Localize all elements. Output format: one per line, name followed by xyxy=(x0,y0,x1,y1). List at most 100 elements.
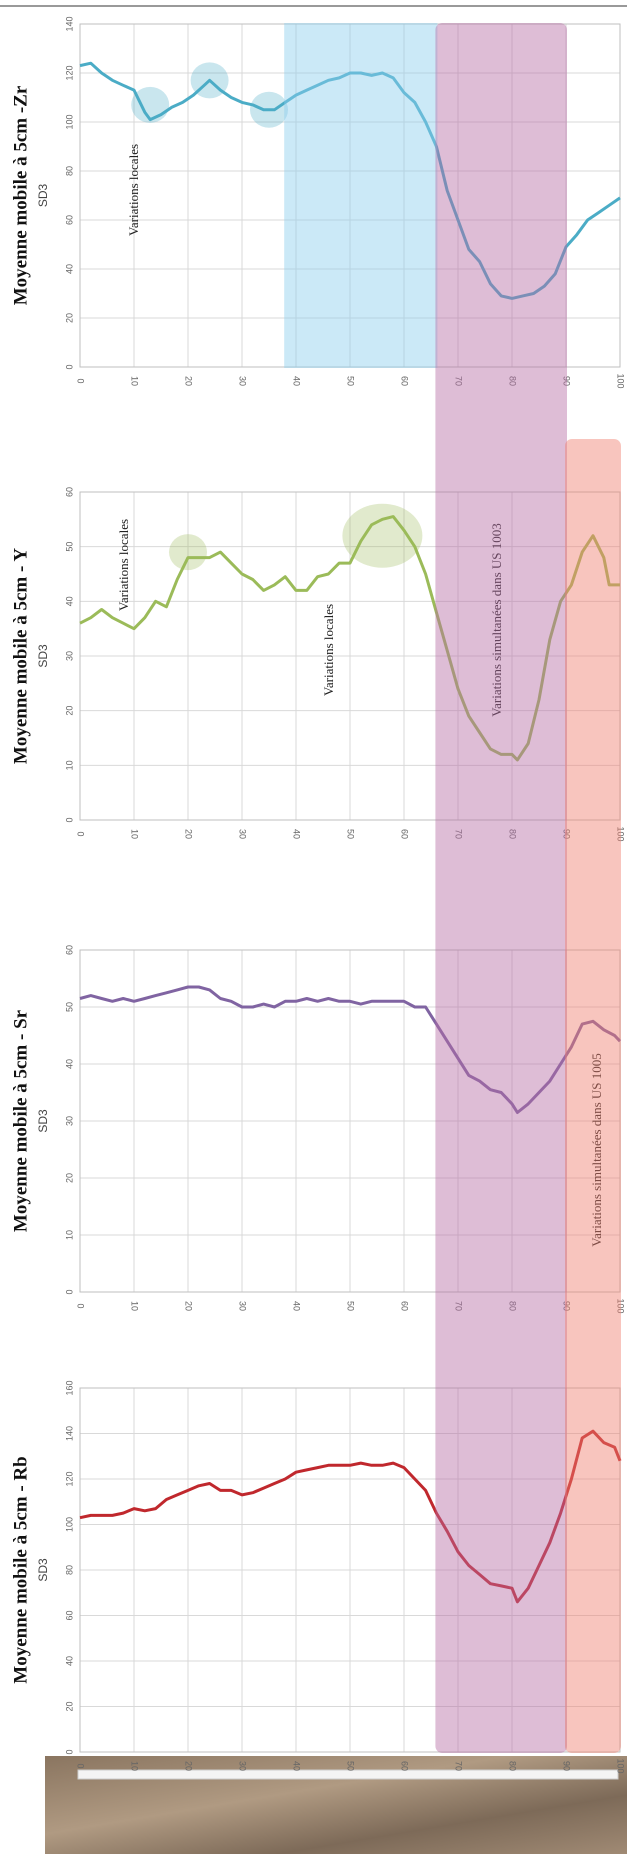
x-tick-label: 60 xyxy=(400,1761,410,1771)
y-tick-label: 30 xyxy=(64,1116,74,1126)
x-tick-label: 40 xyxy=(292,1301,302,1311)
y-tick-label: 40 xyxy=(64,596,74,606)
y-tick-label: 0 xyxy=(64,364,74,369)
y-tick-label: 20 xyxy=(64,706,74,716)
y-tick-label: 60 xyxy=(64,215,74,225)
x-tick-label: 80 xyxy=(508,376,518,386)
photo-strip xyxy=(45,1756,627,1854)
x-tick-label: 50 xyxy=(346,1761,356,1771)
x-tick-label: 20 xyxy=(184,1761,194,1771)
plot-frame xyxy=(79,491,621,821)
x-tick-label: 70 xyxy=(454,829,464,839)
annotation: Variations simultanées dans US 1005 xyxy=(589,1053,604,1247)
x-tick-label: 50 xyxy=(346,376,356,386)
y-tick-label: 0 xyxy=(64,817,74,822)
x-tick-label: 20 xyxy=(184,829,194,839)
plot-frame xyxy=(79,949,621,1293)
chart-subtitle: SD3 xyxy=(36,1558,50,1582)
x-tick-label: 90 xyxy=(562,1761,572,1771)
x-tick-label: 40 xyxy=(292,376,302,386)
x-tick-label: 60 xyxy=(400,1301,410,1311)
x-tick-label: 90 xyxy=(562,1301,572,1311)
x-tick-label: 90 xyxy=(562,376,572,386)
y-tick-label: 140 xyxy=(64,16,74,31)
highlight-bubble xyxy=(169,534,207,571)
y-tick-label: 0 xyxy=(64,1289,74,1294)
highlight-zone xyxy=(435,23,567,1753)
x-tick-label: 30 xyxy=(238,376,248,386)
y-tick-label: 50 xyxy=(64,542,74,552)
plot-frame xyxy=(79,23,621,368)
y-tick-label: 160 xyxy=(64,1380,74,1395)
highlight-zone xyxy=(284,23,438,368)
x-tick-label: 10 xyxy=(130,1301,140,1311)
x-tick-label: 60 xyxy=(400,829,410,839)
x-tick-label: 10 xyxy=(130,1761,140,1771)
x-tick-label: 0 xyxy=(76,1763,86,1768)
x-tick-label: 50 xyxy=(346,1301,356,1311)
data-line xyxy=(79,61,621,300)
annotation: Variations locales xyxy=(116,519,131,611)
y-tick-label: 100 xyxy=(64,114,74,129)
y-tick-label: 40 xyxy=(64,1656,74,1666)
x-tick-label: 30 xyxy=(238,829,248,839)
y-tick-label: 20 xyxy=(64,313,74,323)
y-tick-label: 140 xyxy=(64,1426,74,1441)
x-tick-label: 20 xyxy=(184,376,194,386)
y-tick-label: 10 xyxy=(64,1230,74,1240)
x-tick-label: 10 xyxy=(130,829,140,839)
y-tick-label: 50 xyxy=(64,1002,74,1012)
x-tick-label: 100 xyxy=(616,826,626,841)
chart-title: Moyenne mobile à 5cm - Y xyxy=(10,548,31,764)
chart-title: Moyenne mobile à 5cm - Sr xyxy=(10,1009,31,1232)
x-tick-label: 40 xyxy=(292,829,302,839)
chart-subtitle: SD3 xyxy=(36,1109,50,1133)
annotation: Variations locales xyxy=(321,604,336,696)
x-tick-label: 10 xyxy=(130,376,140,386)
y-tick-label: 80 xyxy=(64,166,74,176)
x-tick-label: 70 xyxy=(454,376,464,386)
x-tick-label: 0 xyxy=(76,378,86,383)
x-tick-label: 100 xyxy=(616,1298,626,1313)
y-tick-label: 60 xyxy=(64,945,74,955)
annotation: Variations locales xyxy=(126,144,141,236)
y-tick-label: 80 xyxy=(64,1565,74,1575)
y-tick-label: 20 xyxy=(64,1701,74,1711)
x-tick-label: 0 xyxy=(76,831,86,836)
x-tick-label: 60 xyxy=(400,376,410,386)
y-tick-label: 40 xyxy=(64,264,74,274)
plot-frame xyxy=(79,1387,621,1753)
x-tick-label: 0 xyxy=(76,1303,86,1308)
y-tick-label: 100 xyxy=(64,1517,74,1532)
data-line xyxy=(79,985,622,1114)
x-tick-label: 80 xyxy=(508,829,518,839)
y-tick-label: 30 xyxy=(64,651,74,661)
y-tick-label: 120 xyxy=(64,65,74,80)
x-tick-label: 70 xyxy=(454,1761,464,1771)
y-tick-label: 60 xyxy=(64,487,74,497)
y-tick-label: 20 xyxy=(64,1173,74,1183)
chart-subtitle: SD3 xyxy=(36,184,50,208)
chart-title: Moyenne mobile à 5cm - Rb xyxy=(10,1456,31,1683)
x-tick-label: 30 xyxy=(238,1301,248,1311)
highlight-bubble xyxy=(342,503,423,568)
chart-title: Moyenne mobile à 5cm -Zr xyxy=(10,85,31,305)
x-tick-label: 70 xyxy=(454,1301,464,1311)
y-tick-label: 0 xyxy=(64,1749,74,1754)
data-line xyxy=(79,515,620,762)
x-tick-label: 50 xyxy=(346,829,356,839)
x-tick-label: 40 xyxy=(292,1761,302,1771)
data-line xyxy=(79,1429,622,1604)
x-tick-label: 80 xyxy=(508,1761,518,1771)
y-tick-label: 40 xyxy=(64,1059,74,1069)
x-tick-label: 80 xyxy=(508,1301,518,1311)
x-tick-label: 100 xyxy=(616,373,626,388)
annotation: Variations simultanées dans US 1003 xyxy=(489,523,504,717)
x-tick-label: 100 xyxy=(616,1758,626,1773)
x-tick-label: 30 xyxy=(238,1761,248,1771)
chart-subtitle: SD3 xyxy=(36,644,50,668)
y-tick-label: 60 xyxy=(64,1610,74,1620)
x-tick-label: 20 xyxy=(184,1301,194,1311)
y-tick-label: 120 xyxy=(64,1471,74,1486)
